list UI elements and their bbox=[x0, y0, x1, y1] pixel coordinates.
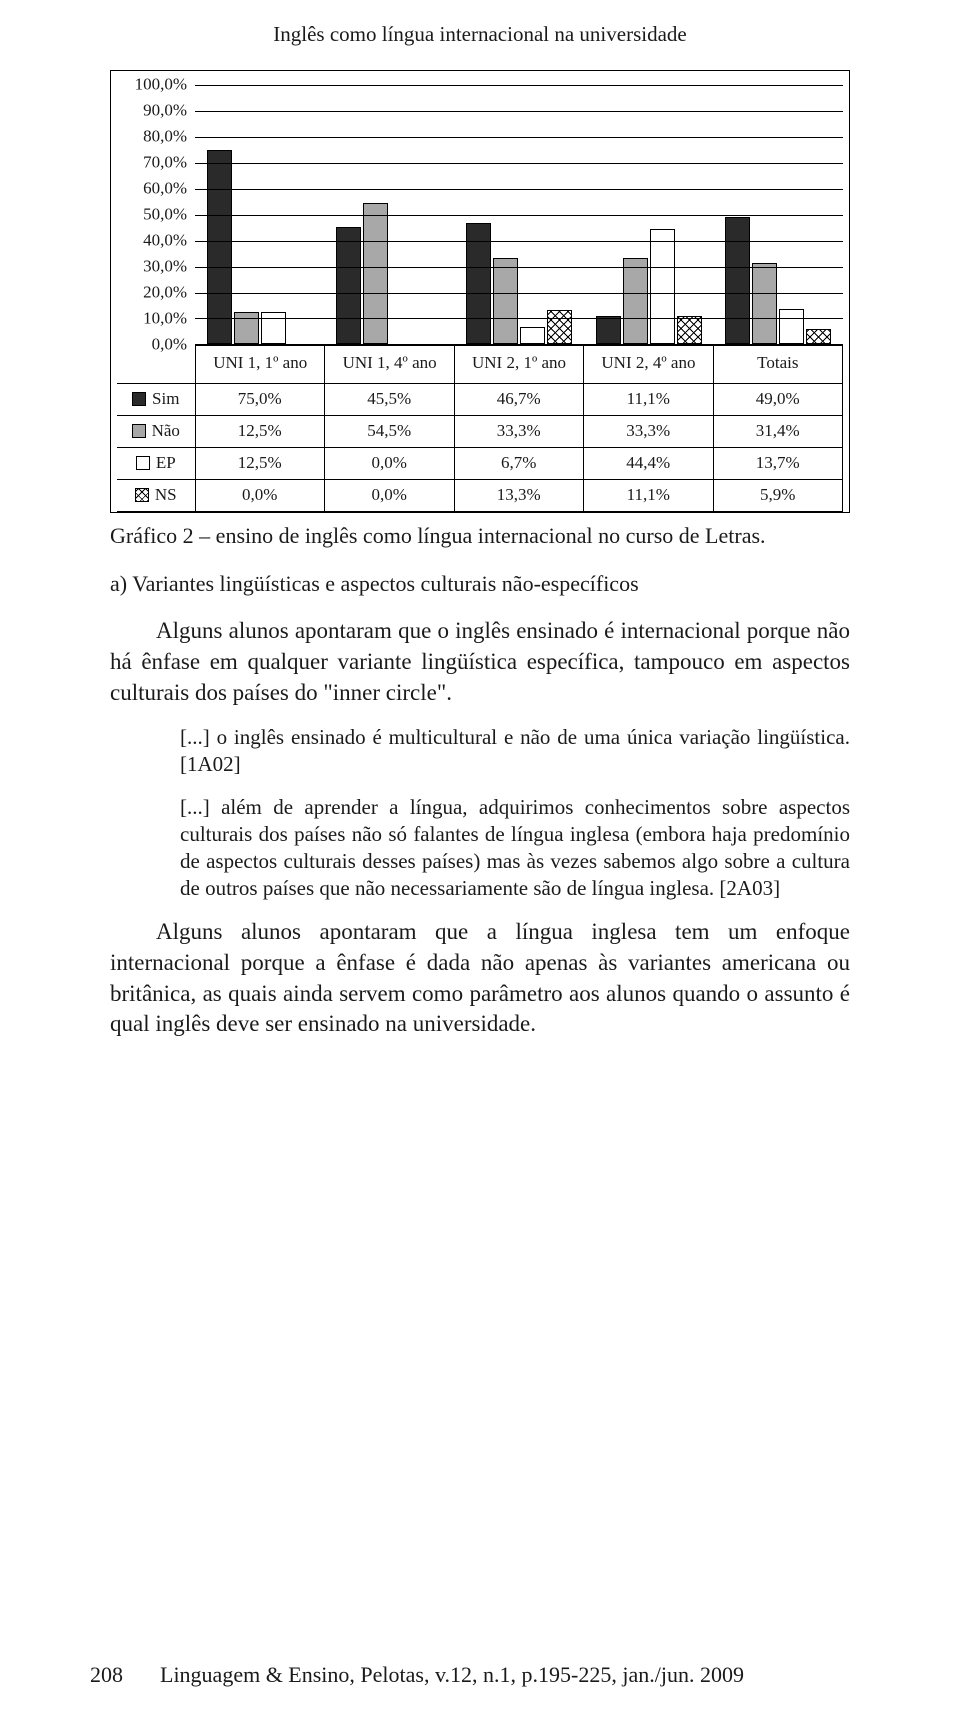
legend-swatch bbox=[135, 488, 149, 502]
bar-sim bbox=[596, 316, 621, 345]
table-cell: 33,3% bbox=[454, 416, 584, 448]
chart-data-table: Sim75,0%45,5%46,7%11,1%49,0%Não12,5%54,5… bbox=[117, 383, 843, 512]
x-tick-label: Totais bbox=[714, 345, 843, 383]
bar-nao bbox=[234, 312, 259, 344]
table-row: Não12,5%54,5%33,3%33,3%31,4% bbox=[117, 416, 843, 448]
x-tick-label: UNI 1, 1º ano bbox=[195, 345, 325, 383]
running-head: Inglês como língua internacional na univ… bbox=[90, 20, 870, 48]
y-tick-label: 50,0% bbox=[143, 204, 187, 227]
table-cell: 31,4% bbox=[713, 416, 843, 448]
legend-label: Não bbox=[117, 416, 195, 448]
footer-citation: Linguagem & Ensino, Pelotas, v.12, n.1, … bbox=[150, 1660, 870, 1690]
legend-label: Sim bbox=[117, 384, 195, 416]
y-tick-label: 20,0% bbox=[143, 282, 187, 305]
y-tick-label: 40,0% bbox=[143, 230, 187, 253]
y-tick-label: 80,0% bbox=[143, 126, 187, 149]
page-number: 208 bbox=[90, 1660, 150, 1690]
bar-ep bbox=[650, 229, 675, 344]
table-cell: 0,0% bbox=[325, 448, 455, 480]
block-quote: [...] o inglês ensinado é multicultural … bbox=[180, 724, 850, 778]
bar-ep bbox=[779, 309, 804, 344]
bar-ep bbox=[520, 327, 545, 344]
bar-ep bbox=[261, 312, 286, 344]
y-tick-label: 90,0% bbox=[143, 100, 187, 123]
bar-nao bbox=[623, 258, 648, 344]
subheading: a) Variantes lingüísticas e aspectos cul… bbox=[110, 569, 850, 599]
table-cell: 6,7% bbox=[454, 448, 584, 480]
table-cell: 49,0% bbox=[713, 384, 843, 416]
y-tick-label: 60,0% bbox=[143, 178, 187, 201]
table-row: Sim75,0%45,5%46,7%11,1%49,0% bbox=[117, 384, 843, 416]
table-cell: 11,1% bbox=[584, 480, 714, 512]
bar-ns bbox=[547, 310, 572, 344]
legend-swatch bbox=[132, 392, 146, 406]
table-row: NS0,0%0,0%13,3%11,1%5,9% bbox=[117, 480, 843, 512]
bar-nao bbox=[752, 263, 777, 344]
legend-swatch bbox=[136, 456, 150, 470]
bar-sim bbox=[725, 217, 750, 344]
legend-label: EP bbox=[117, 448, 195, 480]
x-axis: UNI 1, 1º anoUNI 1, 4º anoUNI 2, 1º anoU… bbox=[195, 345, 843, 383]
page-footer: 208 Linguagem & Ensino, Pelotas, v.12, n… bbox=[90, 1660, 870, 1690]
table-row: EP12,5%0,0%6,7%44,4%13,7% bbox=[117, 448, 843, 480]
table-cell: 13,7% bbox=[713, 448, 843, 480]
y-tick-label: 10,0% bbox=[143, 308, 187, 331]
table-cell: 45,5% bbox=[325, 384, 455, 416]
table-cell: 13,3% bbox=[454, 480, 584, 512]
bar-ns bbox=[677, 316, 702, 345]
table-cell: 46,7% bbox=[454, 384, 584, 416]
legend-swatch bbox=[132, 424, 146, 438]
body-paragraph: Alguns alunos apontaram que o inglês ens… bbox=[110, 616, 850, 708]
table-cell: 44,4% bbox=[584, 448, 714, 480]
table-cell: 75,0% bbox=[195, 384, 325, 416]
y-tick-label: 0,0% bbox=[152, 334, 187, 357]
table-cell: 0,0% bbox=[195, 480, 325, 512]
bar-sim bbox=[336, 227, 361, 345]
bar-sim bbox=[207, 150, 232, 344]
y-axis: 100,0%90,0%80,0%70,0%60,0%50,0%40,0%30,0… bbox=[117, 85, 195, 345]
y-tick-label: 100,0% bbox=[135, 74, 187, 97]
table-cell: 54,5% bbox=[325, 416, 455, 448]
x-tick-label: UNI 2, 1º ano bbox=[455, 345, 584, 383]
bar-nao bbox=[363, 203, 388, 344]
chart-container: 100,0% 90,0% 80,0% 70,0% 60,0% 50,0% 40,0% 30,0… bbox=[110, 70, 850, 513]
table-cell: 12,5% bbox=[195, 448, 325, 480]
y-tick-label: 30,0% bbox=[143, 256, 187, 279]
bar-ns bbox=[806, 329, 831, 344]
y-tick-label: 70,0% bbox=[143, 152, 187, 175]
x-tick-label: UNI 1, 4º ano bbox=[325, 345, 454, 383]
legend-label: NS bbox=[117, 480, 195, 512]
table-cell: 11,1% bbox=[584, 384, 714, 416]
table-cell: 33,3% bbox=[584, 416, 714, 448]
table-cell: 0,0% bbox=[325, 480, 455, 512]
x-tick-label: UNI 2, 4º ano bbox=[584, 345, 713, 383]
bar-nao bbox=[493, 258, 518, 344]
table-cell: 5,9% bbox=[713, 480, 843, 512]
plot-area bbox=[195, 85, 843, 345]
block-quote: [...] além de aprender a língua, adquiri… bbox=[180, 794, 850, 902]
body-paragraph: Alguns alunos apontaram que a língua ing… bbox=[110, 917, 850, 1039]
chart-caption: Gráfico 2 – ensino de inglês como língua… bbox=[110, 521, 850, 551]
table-cell: 12,5% bbox=[195, 416, 325, 448]
